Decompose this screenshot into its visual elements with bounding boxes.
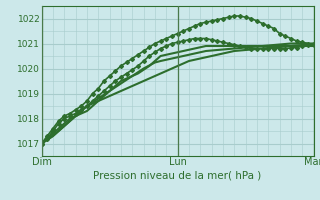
- X-axis label: Pression niveau de la mer( hPa ): Pression niveau de la mer( hPa ): [93, 170, 262, 180]
